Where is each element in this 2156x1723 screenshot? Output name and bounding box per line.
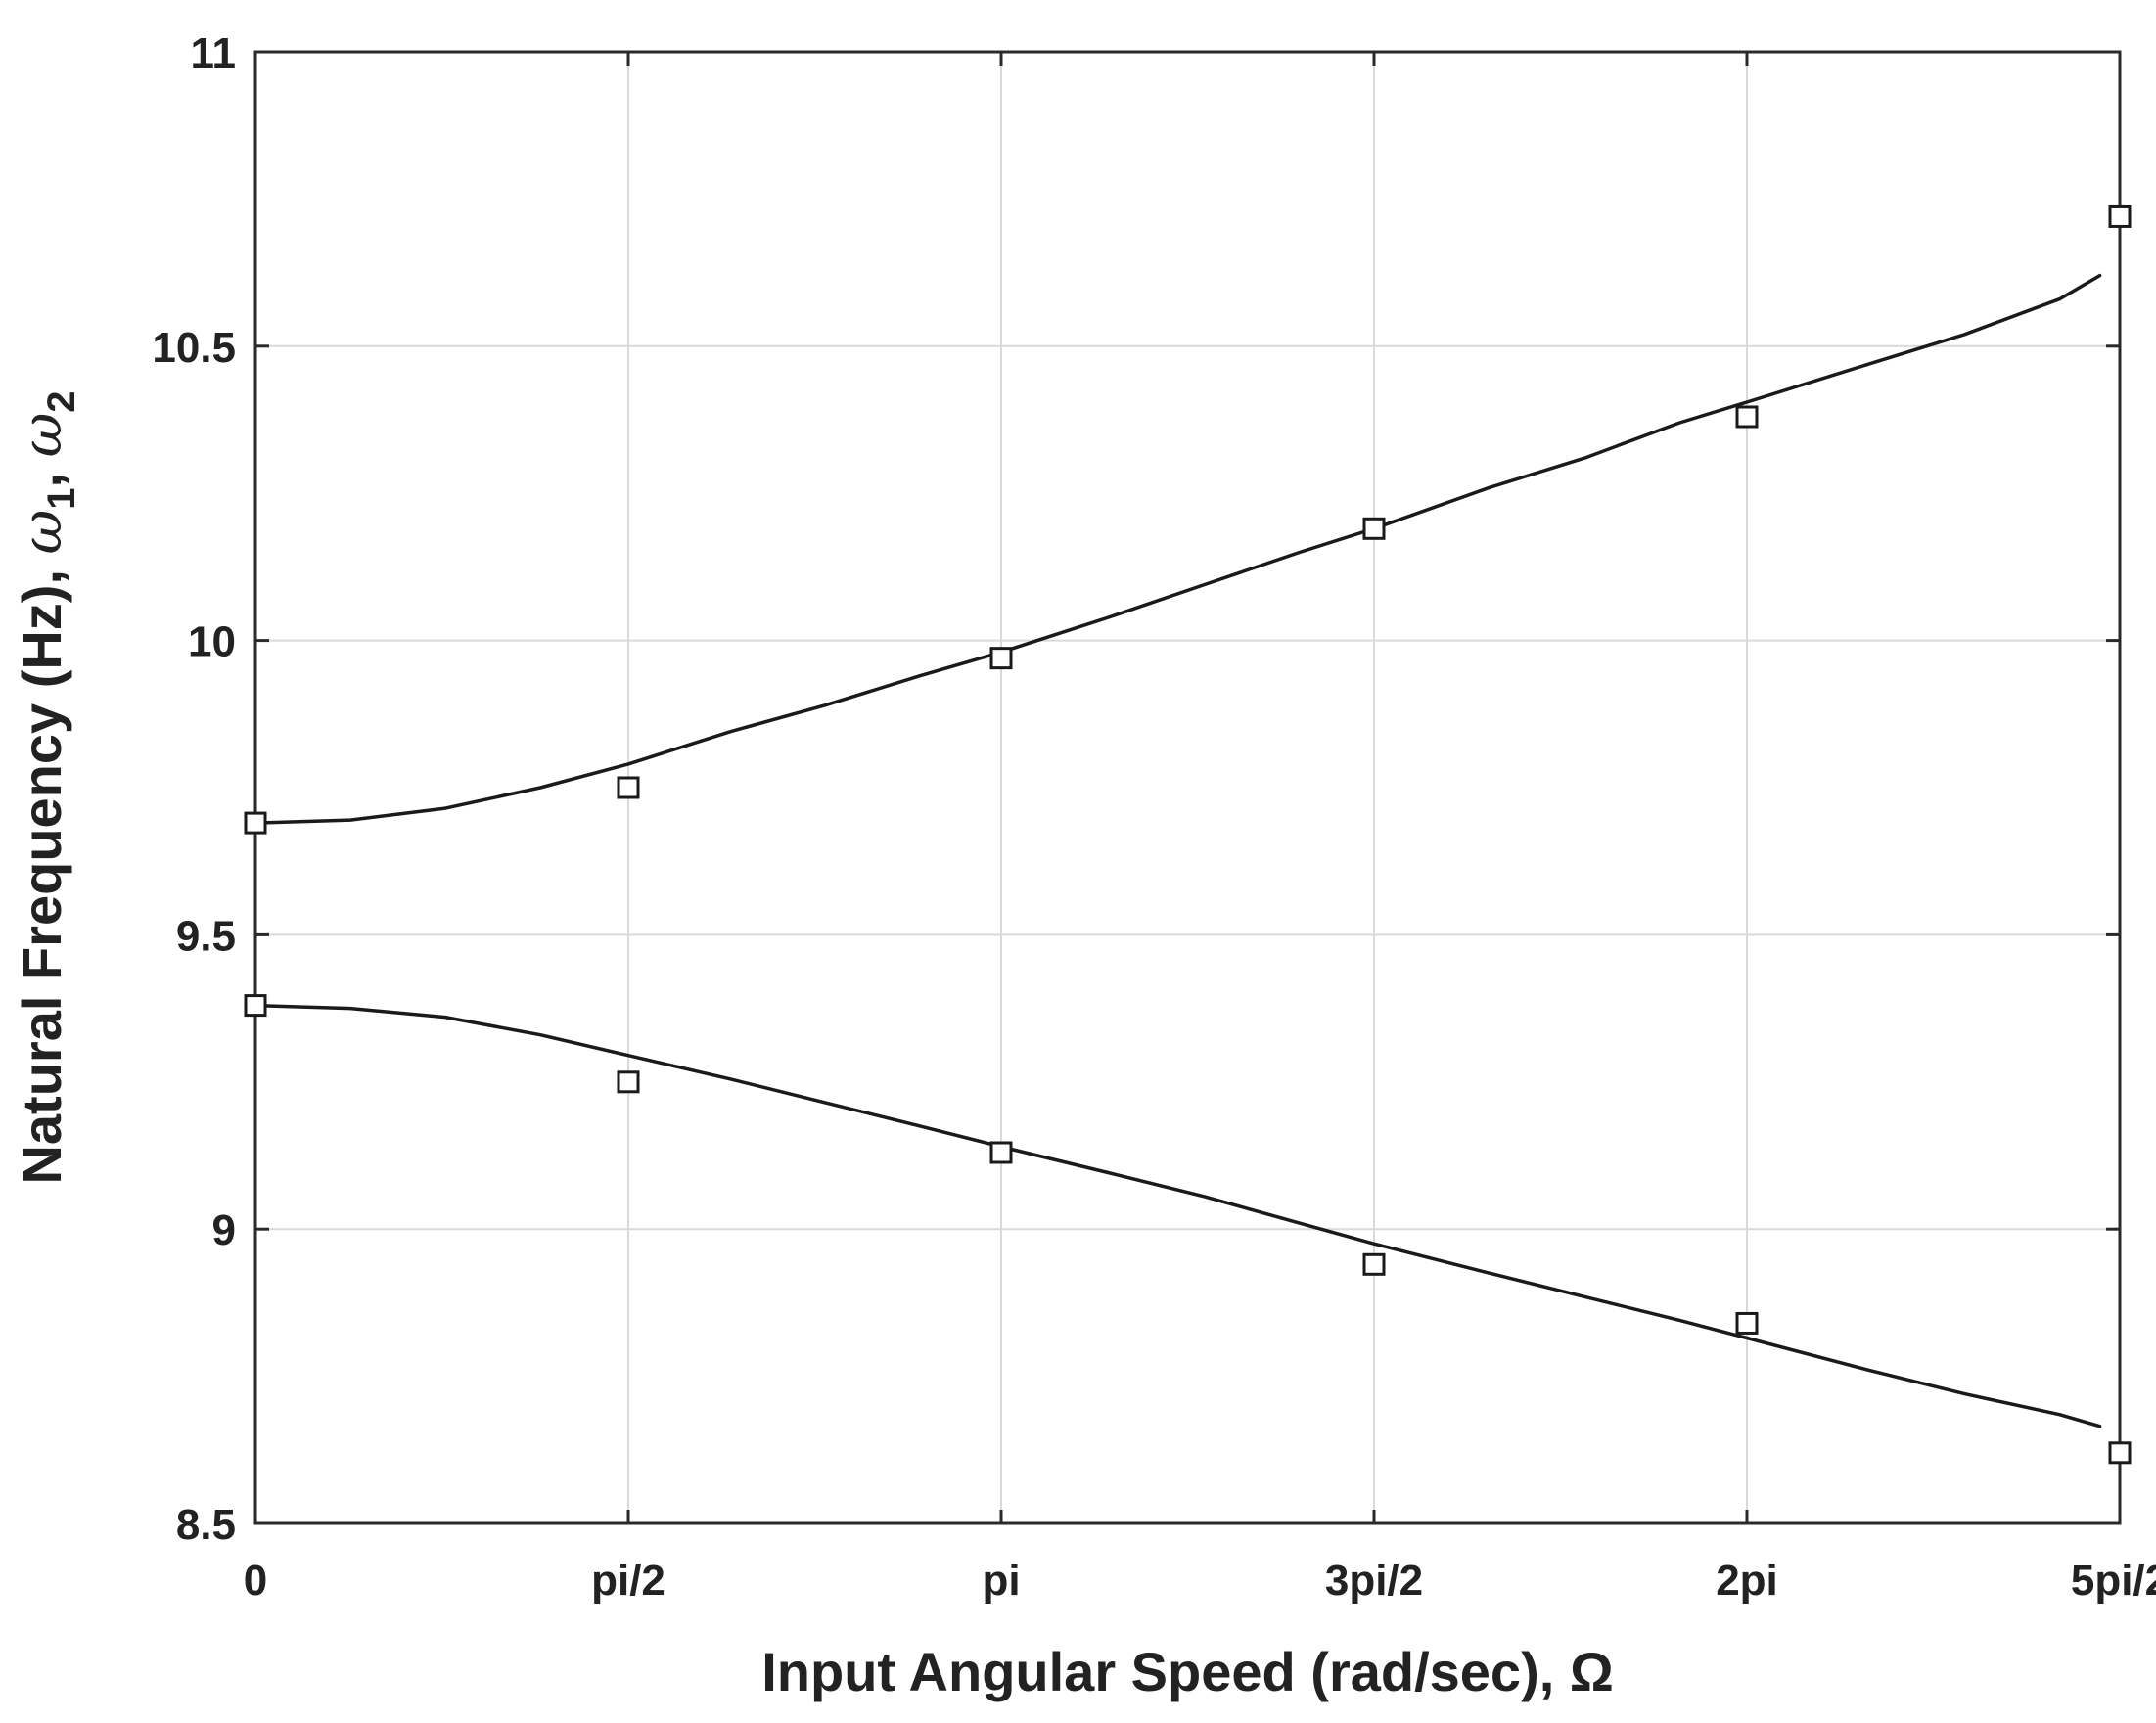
series (244, 204, 2132, 1465)
y-tick-label: 10 (188, 618, 236, 666)
series-4-marker (989, 1141, 1013, 1164)
series-3-marker (617, 776, 640, 799)
x-tick-label: 5pi/2 (2071, 1557, 2156, 1605)
axis-ticks: 0 pi/2 pi 3pi/2 2pi 5pi/2 8.5 9 9.5 10 10.5 11 (152, 29, 2156, 1605)
series-4-marker (617, 1070, 640, 1094)
series-1-line (253, 273, 2102, 825)
x-tick-label: pi/2 (591, 1557, 665, 1605)
series-3-marker (2108, 204, 2132, 228)
x-tick-label: 3pi/2 (1325, 1557, 1423, 1605)
y-axis-label-main: Natural Frequency (Hz), (11, 554, 72, 1184)
y-tick-label: 8.5 (176, 1501, 236, 1549)
x-tick-label: 2pi (1716, 1557, 1778, 1605)
series-4-marker (1735, 1311, 1759, 1335)
plot-area-frame (253, 50, 2122, 1525)
y-axis-label-subscript-1: 1 (40, 488, 83, 510)
y-tick-label: 10.5 (152, 324, 236, 372)
y-tick-label: 9 (212, 1206, 236, 1254)
series-3-marker (1735, 405, 1759, 429)
y-axis-label-omega-1: ω (11, 510, 74, 555)
y-axis-label-separator: , (11, 457, 72, 487)
series-3-marker (1362, 517, 1386, 540)
series-4-marker (1362, 1252, 1386, 1276)
y-tick-label: 9.5 (176, 912, 236, 960)
series-2-line (253, 1003, 2102, 1428)
y-axis-label-subscript-2: 2 (40, 390, 83, 412)
x-tick-label: pi (982, 1557, 1020, 1605)
x-axis-label: Input Angular Speed (rad/sec), Ω (761, 1641, 1614, 1702)
y-axis-label: Natural Frequency (Hz), ω1, ω2 (11, 390, 83, 1184)
y-axis-label-omega-2: ω (11, 413, 74, 458)
x-tick-label: 0 (244, 1557, 267, 1605)
series-4-marker (2108, 1441, 2132, 1465)
series-3-marker (989, 647, 1013, 670)
y-tick-label: 11 (190, 29, 236, 77)
series-4-marker (244, 994, 267, 1018)
series-3-marker (244, 811, 267, 835)
